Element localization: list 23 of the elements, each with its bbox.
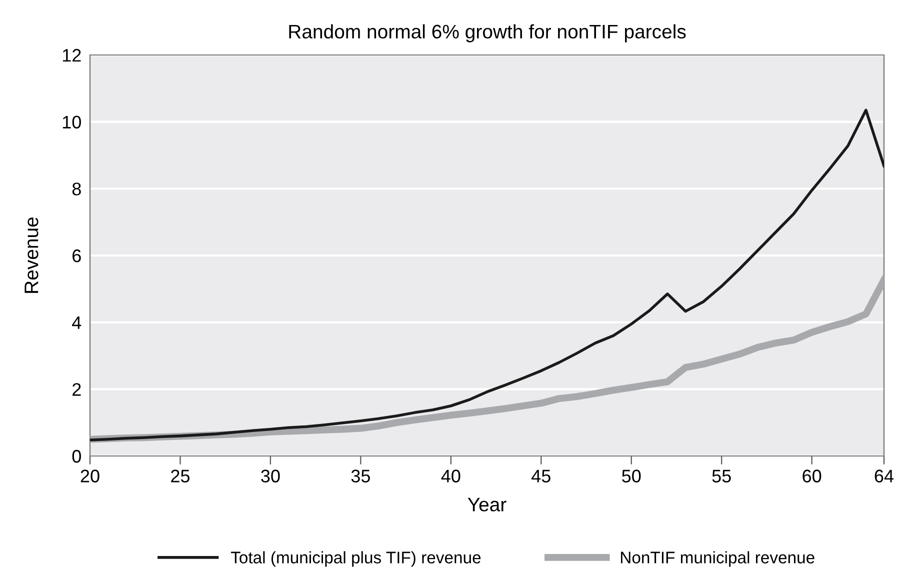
line-series — [90, 108, 884, 442]
x-tick-label: 40 — [441, 470, 460, 482]
x-tick-label: 25 — [171, 470, 190, 482]
x-tick-label: 60 — [802, 470, 822, 482]
y-axis-title: Revenue — [24, 217, 38, 293]
x-axis-title: Year — [468, 498, 506, 512]
y-tick-label: 8 — [72, 182, 81, 196]
y-tick-label: 4 — [72, 316, 82, 329]
legend-label: Total (municipal plus TIF) revenue — [230, 551, 481, 567]
x-tick-label: 30 — [261, 470, 280, 482]
y-tick-label: 2 — [72, 383, 81, 396]
y-tick-label: 6 — [72, 249, 81, 262]
y-tick-label: 0 — [72, 450, 81, 463]
chart-title: Random normal 6% growth for nonTIF parcels — [289, 24, 686, 42]
y-tick-label: 12 — [62, 48, 81, 62]
x-tick-label: 45 — [532, 470, 550, 482]
x-tick-label: 55 — [712, 470, 731, 482]
x-tick-label: 35 — [351, 470, 370, 482]
y-tick-label: 10 — [62, 116, 81, 129]
x-tick-label: 64 — [874, 470, 894, 482]
legend-label: NonTIF municipal revenue — [621, 551, 814, 567]
x-tick-label: 50 — [622, 470, 641, 482]
x-tick-label: 20 — [80, 470, 100, 482]
